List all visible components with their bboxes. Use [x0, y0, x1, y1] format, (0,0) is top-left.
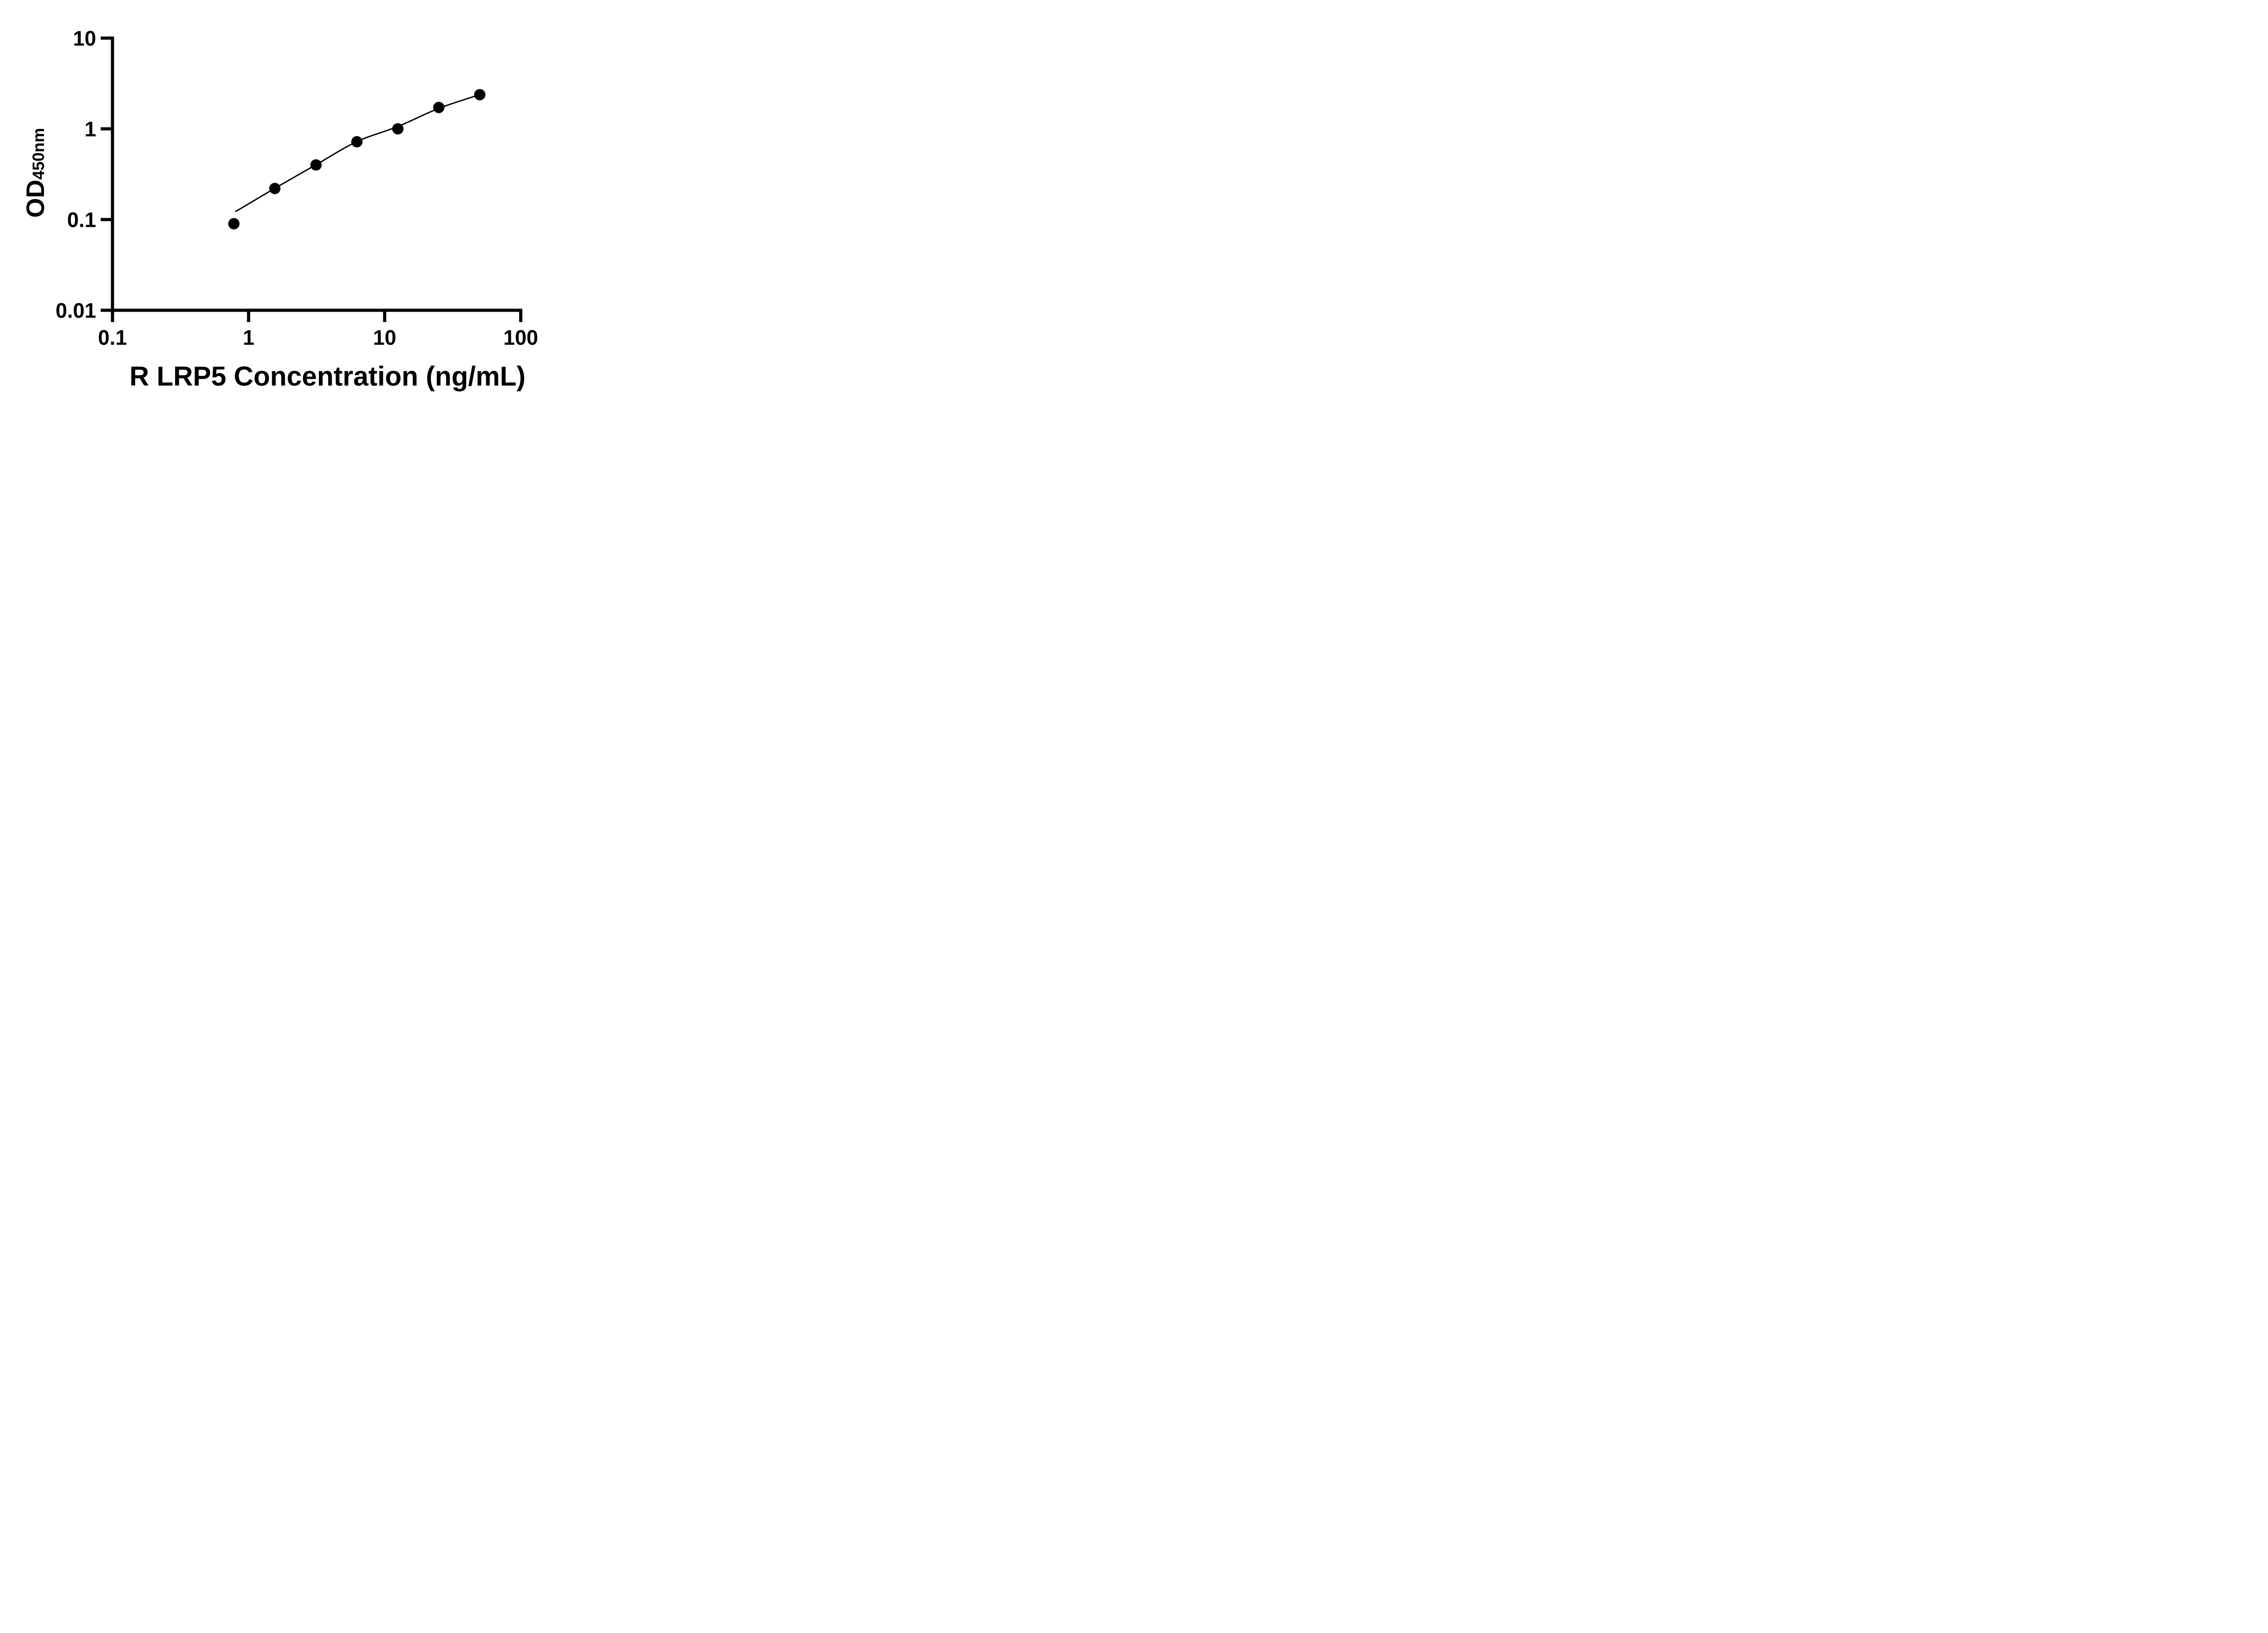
data-point [474, 89, 486, 101]
data-point [310, 159, 322, 171]
x-tick-label-10: 10 [373, 326, 396, 349]
x-tick-label-0-1: 0.1 [98, 326, 127, 349]
y-tick-label-0-01: 0.01 [55, 299, 96, 323]
x-axis-title: R LRP5 Concentration (ng/mL) [129, 361, 525, 391]
data-point [433, 102, 445, 113]
x-tick-label-100: 100 [503, 326, 538, 349]
y-tick-label-1: 1 [84, 117, 96, 141]
y-tick-label-0-1: 0.1 [67, 208, 96, 232]
data-point [351, 136, 363, 147]
data-points [228, 89, 486, 230]
y-axis-title: OD450nm [21, 128, 49, 218]
fit-curve-line [235, 94, 480, 212]
data-point [269, 183, 281, 194]
elisa-standard-curve-figure: 10 1 0.1 0.01 0.1 1 10 100 R LRP5 Concen… [0, 0, 583, 408]
y-tick-label-10: 10 [73, 27, 96, 50]
data-point [228, 218, 240, 230]
standard-curve-chart: 10 1 0.1 0.01 0.1 1 10 100 R LRP5 Concen… [21, 27, 538, 392]
y-axis-title-subscript: 450nm [29, 128, 48, 180]
data-point [392, 123, 404, 135]
y-axis-title-main: OD [21, 180, 49, 218]
x-tick-label-1: 1 [243, 326, 254, 349]
